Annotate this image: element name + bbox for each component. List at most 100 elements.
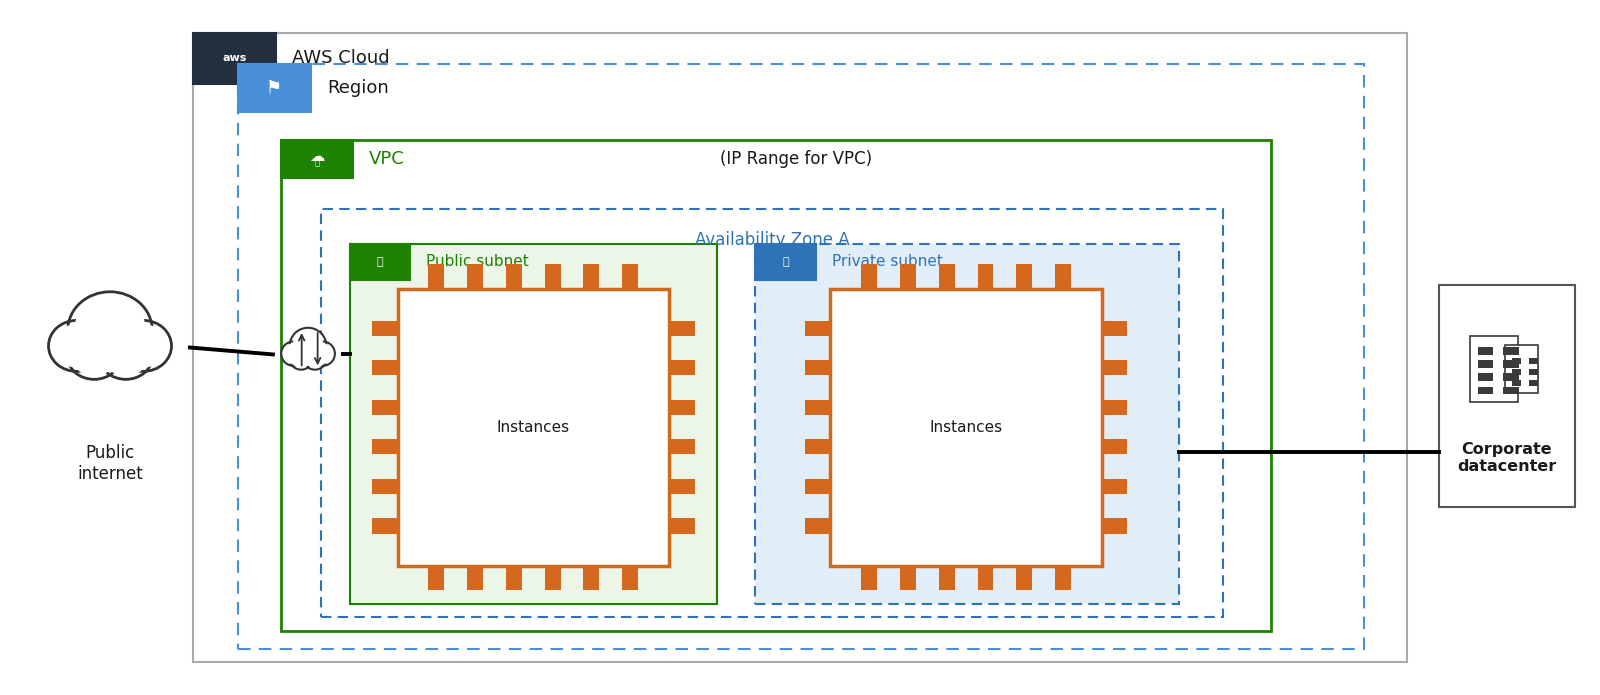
Ellipse shape [48, 320, 104, 371]
Ellipse shape [67, 335, 120, 379]
Bar [467, 566, 483, 590]
Bar [429, 566, 445, 590]
Bar [1016, 264, 1032, 288]
Bar [669, 400, 694, 415]
Text: 🔒: 🔒 [314, 158, 320, 167]
Bar [282, 140, 1270, 631]
Ellipse shape [67, 292, 152, 368]
Bar [939, 566, 955, 590]
Bar [1102, 400, 1128, 415]
Ellipse shape [104, 338, 149, 376]
Bar [1477, 373, 1493, 382]
Text: ☁: ☁ [309, 149, 325, 163]
Bar [1469, 336, 1518, 402]
Ellipse shape [291, 350, 310, 368]
Bar [371, 360, 397, 375]
Bar [238, 64, 1363, 648]
Bar [1504, 347, 1518, 355]
Bar [1504, 386, 1518, 395]
Bar [371, 320, 397, 336]
Bar [1102, 320, 1128, 336]
Bar [544, 566, 560, 590]
Bar [1506, 345, 1538, 393]
Bar [1102, 518, 1128, 534]
Bar [622, 264, 638, 288]
Bar [544, 264, 560, 288]
Bar [1477, 360, 1493, 368]
Text: Instances: Instances [496, 420, 570, 434]
Bar [506, 566, 522, 590]
Bar [506, 264, 522, 288]
Bar [1054, 264, 1070, 288]
Bar [397, 288, 669, 566]
Bar [1530, 380, 1538, 386]
Text: aws: aws [222, 54, 246, 63]
Bar [1438, 285, 1574, 507]
Bar [861, 566, 877, 590]
Bar [1512, 380, 1522, 386]
Bar [1477, 386, 1493, 395]
Bar [669, 360, 694, 375]
Text: ⚑: ⚑ [267, 79, 283, 97]
Ellipse shape [290, 328, 326, 364]
Bar [429, 264, 445, 288]
Bar [282, 140, 352, 178]
Bar [669, 479, 694, 494]
Text: AWS Cloud: AWS Cloud [293, 49, 390, 67]
Text: 🔒: 🔒 [782, 256, 789, 267]
Bar [1530, 358, 1538, 364]
Bar [861, 264, 877, 288]
Bar [322, 209, 1224, 617]
Text: VPC: VPC [368, 150, 405, 168]
Bar [899, 566, 915, 590]
Ellipse shape [304, 348, 326, 370]
Bar [669, 320, 694, 336]
Ellipse shape [306, 350, 325, 368]
Bar [371, 400, 397, 415]
Bar [978, 264, 994, 288]
Ellipse shape [310, 341, 334, 366]
Bar [1054, 566, 1070, 590]
Bar [669, 439, 694, 455]
Bar [755, 244, 816, 279]
Text: Availability Zone A: Availability Zone A [694, 231, 850, 250]
Bar [1102, 439, 1128, 455]
Bar [349, 244, 410, 279]
Text: 🔒: 🔒 [376, 256, 384, 267]
Text: Corporate
datacenter: Corporate datacenter [1458, 442, 1557, 474]
Bar [755, 244, 1179, 604]
Bar [371, 479, 397, 494]
Bar [669, 518, 694, 534]
Bar [805, 400, 830, 415]
Ellipse shape [53, 325, 101, 368]
Bar [805, 518, 830, 534]
Ellipse shape [99, 335, 152, 379]
Text: Region: Region [328, 79, 389, 97]
Bar [371, 518, 397, 534]
Bar [194, 33, 277, 85]
Text: Private subnet: Private subnet [832, 254, 942, 269]
Bar [194, 33, 1406, 662]
Bar [805, 360, 830, 375]
Bar [899, 264, 915, 288]
Bar [1477, 347, 1493, 355]
Text: (IP Range for VPC): (IP Range for VPC) [720, 150, 872, 168]
Bar [1504, 360, 1518, 368]
Text: Instances: Instances [930, 420, 1003, 434]
Bar [1504, 373, 1518, 382]
Bar [584, 264, 600, 288]
Bar [584, 566, 600, 590]
Text: Public
internet: Public internet [77, 444, 142, 483]
Bar [1102, 360, 1128, 375]
Ellipse shape [120, 325, 168, 368]
Bar [238, 64, 312, 112]
Bar [467, 264, 483, 288]
Bar [939, 264, 955, 288]
Bar [805, 479, 830, 494]
Bar [1102, 479, 1128, 494]
Bar [371, 439, 397, 455]
Bar [1530, 369, 1538, 375]
Bar [1512, 358, 1522, 364]
Bar [830, 288, 1102, 566]
Bar [805, 320, 830, 336]
